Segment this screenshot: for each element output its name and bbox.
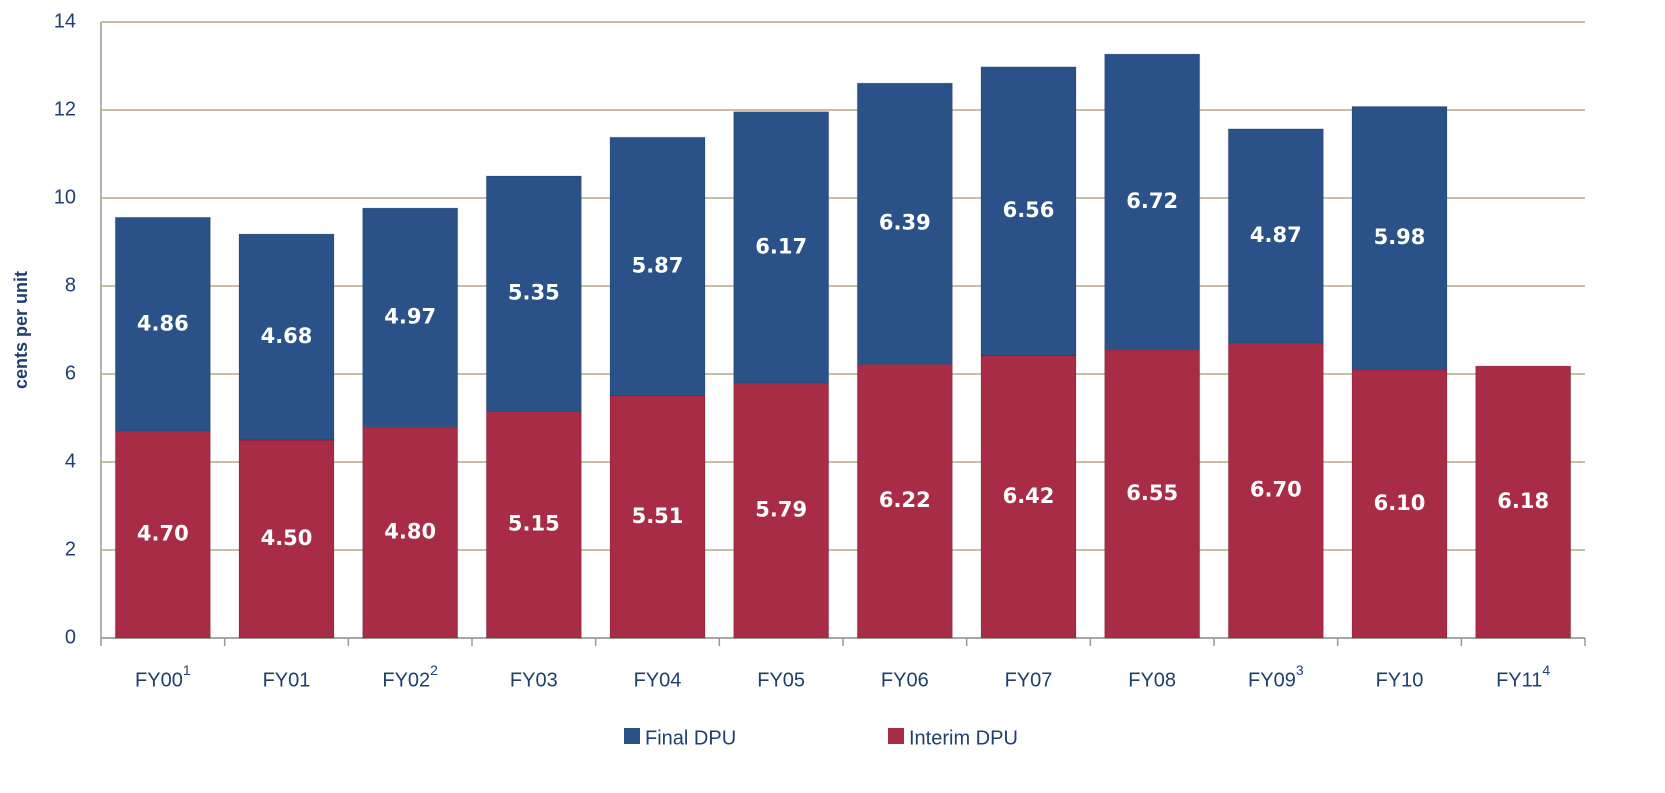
- value-label: 4.97: [384, 304, 436, 328]
- bar-segment: [1351, 369, 1448, 639]
- x-tick-label: FY05: [757, 669, 805, 691]
- y-tick-label: 0: [65, 626, 76, 648]
- x-tick-label: FY114: [1496, 662, 1550, 692]
- bar-segment: [856, 82, 953, 365]
- value-label: 4.50: [261, 526, 313, 550]
- bar-segment: [856, 363, 953, 639]
- x-tick-label: FY08: [1128, 669, 1176, 691]
- x-tick-label: FY093: [1248, 662, 1304, 692]
- legend-swatch: [888, 728, 904, 744]
- value-label: 5.35: [508, 281, 560, 305]
- x-tick-label: FY001: [135, 662, 191, 692]
- bar-segment: [1227, 128, 1324, 344]
- bar-segment: [1351, 105, 1448, 371]
- value-label: 5.51: [632, 504, 684, 528]
- bar-segment: [1227, 342, 1324, 639]
- bar-segment: [362, 426, 459, 639]
- x-tick-superscript: 3: [1296, 662, 1304, 678]
- value-label: 6.18: [1497, 489, 1549, 513]
- bar-segment: [1104, 349, 1201, 639]
- bar-segment: [485, 410, 582, 639]
- value-label: 6.39: [879, 211, 931, 235]
- x-tick-superscript: 2: [430, 662, 438, 678]
- value-label: 4.87: [1250, 223, 1302, 247]
- y-axis-label: cents per unit: [11, 271, 31, 389]
- x-tick-label: FY03: [510, 669, 558, 691]
- x-tick-label: FY04: [634, 669, 682, 691]
- value-label: 6.55: [1126, 481, 1178, 505]
- value-label: 5.98: [1374, 225, 1426, 249]
- value-label: 6.72: [1126, 189, 1178, 213]
- value-label: 4.68: [261, 324, 313, 348]
- x-tick-label: FY10: [1376, 669, 1424, 691]
- value-label: 6.10: [1374, 491, 1426, 515]
- y-tick-label: 14: [54, 10, 76, 32]
- bar-segment: [485, 175, 582, 412]
- x-tick-label: FY01: [263, 669, 311, 691]
- bar-segment: [238, 233, 335, 441]
- x-tick-label: FY06: [881, 669, 929, 691]
- value-label: 6.17: [755, 235, 807, 259]
- y-tick-label: 12: [54, 98, 76, 120]
- value-label: 5.87: [632, 253, 684, 277]
- value-label: 6.70: [1250, 478, 1302, 502]
- x-tick-label: FY07: [1005, 669, 1053, 691]
- legend-label: Interim DPU: [909, 727, 1018, 749]
- legend-label: Final DPU: [645, 727, 736, 749]
- x-tick-superscript: 1: [183, 662, 191, 678]
- value-label: 4.86: [137, 311, 189, 335]
- x-tick-label: FY022: [382, 662, 438, 692]
- bar-segment: [238, 439, 335, 639]
- legend-swatch: [624, 728, 640, 744]
- bar-segment: [733, 111, 830, 384]
- bar-segment: [609, 395, 706, 639]
- bar-segment: [1104, 53, 1201, 351]
- value-label: 6.56: [1003, 198, 1055, 222]
- value-label: 6.22: [879, 488, 931, 512]
- y-tick-label: 2: [65, 538, 76, 560]
- value-label: 5.79: [755, 498, 807, 522]
- bar-segment: [362, 207, 459, 428]
- x-tick-superscript: 4: [1542, 662, 1550, 678]
- y-tick-label: 8: [65, 274, 76, 296]
- value-label: 6.42: [1003, 484, 1055, 508]
- value-label: 4.80: [384, 519, 436, 543]
- bar-segment: [609, 136, 706, 397]
- value-label: 5.15: [508, 512, 560, 536]
- bar-segment: [114, 216, 211, 432]
- value-label: 4.70: [137, 522, 189, 546]
- y-tick-label: 6: [65, 362, 76, 384]
- y-tick-label: 4: [65, 450, 76, 472]
- bar-segment: [1475, 365, 1572, 639]
- bar-segment: [980, 66, 1077, 357]
- bar-segment: [114, 430, 211, 639]
- y-tick-label: 10: [54, 186, 76, 208]
